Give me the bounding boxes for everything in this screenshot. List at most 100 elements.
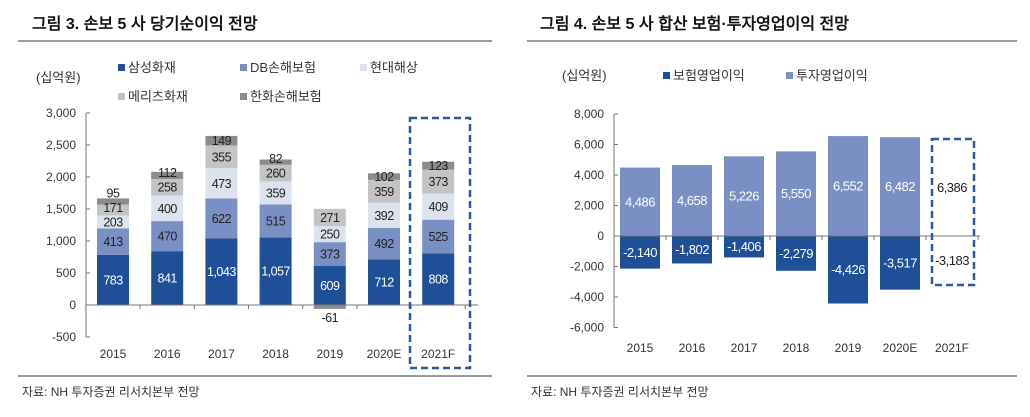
chart1-y-tick-label: 1,000 [46,234,76,248]
chart2-x-tick-label: 2020E [883,341,918,355]
chart1-bar-메리츠화재-2015 [97,204,129,216]
chart1-data-label: 470 [158,230,178,244]
chart2-x-tick-label: 2017 [731,341,758,355]
chart1-bar-한화손해보험-2018 [259,159,292,165]
chart1-bar-한화손해보험-2015 [97,198,129,205]
chart2-legend-swatch-0 [663,72,670,79]
chart1-x-tick-label: 2017 [208,347,235,361]
chart2-y-tick-label: -6,000 [570,321,604,335]
chart2-bar-보험영업이익-2019 [828,236,868,304]
chart1-bar-한화손해보험-2021F [422,161,455,170]
chart2-data-label: 6,386 [937,180,967,195]
chart1-data-label: 95 [107,186,120,200]
chart1-bar-메리츠화재-2016 [151,178,184,196]
left-source-divider [18,375,492,377]
chart1-y-tick-label: 3,000 [46,106,76,120]
chart2-y-tick-label: 0 [597,229,604,243]
chart1-data-label: 373 [429,175,449,189]
chart2-bar-투자영업이익-2021F [932,138,972,236]
chart1-data-label: 609 [320,279,340,293]
chart2-x-tick-label: 2015 [627,341,654,355]
chart2-x-tick-label: 2016 [679,341,706,355]
chart2-unit-label: (십억원) [562,68,607,83]
chart2-data-label: -1,406 [727,239,761,254]
chart1-x-tick-label: 2019 [316,347,343,361]
chart1-legend-swatch-0 [118,64,125,71]
right-title-divider [527,40,1017,42]
chart1-data-label: 622 [212,212,232,226]
chart1-legend-swatch-3 [118,93,125,100]
chart1-bar-현대해상-2020E [368,202,400,228]
chart1-bar-한화손해보험-2019 [313,305,346,309]
chart2-bar-보험영업이익-2016 [672,236,712,264]
chart1-bar-현대해상-2019 [313,226,346,243]
chart2-legend-label-0: 보험영업이익 [673,68,745,83]
chart1-data-label: 492 [374,237,394,251]
chart1-bar-한화손해보험-2017 [205,135,238,146]
chart2-y-tick-label: 8,000 [574,107,604,121]
chart1-bar-현대해상-2016 [151,195,184,222]
chart2-data-label: 6,482 [885,179,915,194]
chart1-data-label: -61 [322,311,339,325]
chart1-data-label: 82 [269,152,282,166]
chart1-bar-한화손해보험-2016 [151,171,184,179]
chart2-bar-보험영업이익-2021F [932,236,972,285]
chart2-x-tick-label: 2019 [835,341,862,355]
chart1-legend-label-4: 한화손해보험 [250,89,322,104]
chart2-data-label: -2,140 [623,245,657,260]
chart1-bar-DB손해보험-2015 [97,228,129,255]
chart1-bar-현대해상-2015 [97,215,129,229]
chart1-legend-label-3: 메리츠화재 [128,89,188,104]
chart2-data-label: 5,550 [781,186,811,201]
chart1-data-label: 112 [158,166,177,180]
chart1-data-label: 258 [158,181,178,195]
chart1-legend-swatch-4 [240,93,247,100]
chart1-bar-메리츠화재-2019 [313,208,346,227]
chart1-bar-삼성화재-2017 [205,238,238,305]
chart1-bar-메리츠화재-2020E [368,179,400,203]
chart2-data-label: -3,183 [935,253,969,268]
chart2-data-label: 4,658 [677,193,707,208]
chart1-y-tick-label: 0 [69,298,76,312]
chart1-bar-한화손해보험-2020E [368,173,400,180]
chart1-x-tick-label: 2018 [262,347,289,361]
chart1-data-label: 712 [374,276,394,290]
chart1-data-label: 1,043 [207,265,236,279]
chart1-bar-메리츠화재-2017 [205,145,238,169]
chart2-y-tick-label: 2,000 [574,199,604,213]
chart1-data-label: 473 [212,177,232,191]
chart1-y-tick-label: 2,500 [46,138,76,152]
chart1-bar-DB손해보험-2019 [313,242,346,267]
right-source: 자료: NH 투자증권 리서치본부 전망 [531,385,709,399]
chart1-data-label: 359 [266,186,286,200]
chart2-x-tick-label: 2018 [783,341,810,355]
chart1-data-label: 260 [266,167,286,181]
chart1-y-tick-label: 2,000 [46,170,76,184]
chart2-x-tick-label: 2021F [935,341,969,355]
chart2-y-tick-label: 6,000 [574,138,604,152]
chart1-bar-DB손해보험-2018 [259,204,292,238]
left-source: 자료: NH 투자증권 리서치본부 전망 [22,385,200,399]
chart1-bar-삼성화재-2021F [422,253,455,305]
chart2-data-label: 4,486 [625,194,655,209]
chart1-data-label: 149 [212,134,232,148]
right-source-divider [527,375,1017,377]
chart1-data-label: 783 [103,273,123,287]
chart2-bar-투자영업이익-2019 [828,136,868,236]
chart1-data-label: 171 [103,201,123,215]
chart2-forecast-highlight-box [930,137,976,287]
chart2-bar-투자영업이익-2015 [620,167,660,236]
chart1-data-label: 102 [374,170,394,184]
chart1-bar-삼성화재-2019 [313,266,346,305]
chart1-unit-label: (십억원) [36,70,81,85]
chart1-y-tick-label: 500 [56,266,76,280]
chart1-bar-현대해상-2017 [205,168,238,199]
chart1-bar-삼성화재-2016 [151,251,184,305]
chart2-y-tick-label: -2,000 [570,260,604,274]
chart1-x-tick-label: 2015 [100,347,127,361]
chart1-data-label: 392 [374,209,394,223]
chart1-data-label: 841 [158,272,178,286]
chart1-legend-label-2: 현대해상 [370,60,418,75]
chart1-bar-DB손해보험-2017 [205,198,238,239]
